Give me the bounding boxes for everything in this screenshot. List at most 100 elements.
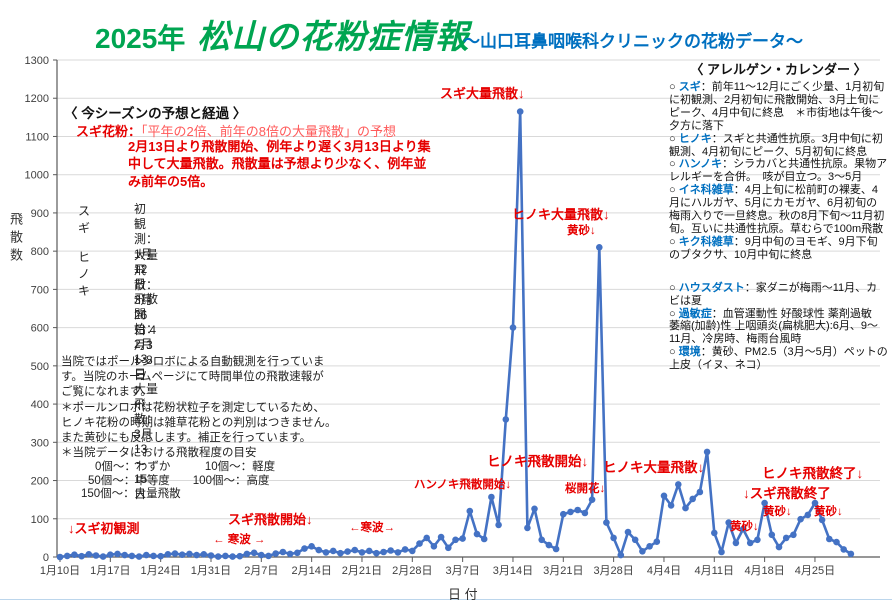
data-point bbox=[308, 543, 315, 550]
data-point bbox=[746, 539, 754, 547]
allergen-description: ：黄砂、PM2.5（3月～5月）ペットの上皮（イヌ、ネコ） bbox=[669, 346, 888, 372]
x-tick-label: 1月24日 bbox=[140, 565, 180, 577]
season-forecast-text: 「平年の2倍、前年の8倍の大量飛散」の予想 bbox=[141, 124, 396, 139]
method-notes: 当院ではポールンロボによる自動観測を行っていま す。当院のホームページにて時間単… bbox=[61, 355, 337, 502]
season-body-line: 2月13日より飛散開始、例年より遅く3月13日より集 bbox=[128, 139, 431, 154]
data-point bbox=[538, 536, 545, 544]
allergen-name: 環境 bbox=[678, 346, 701, 359]
method-line: ヒノキ花粉の時期は雑草花粉との判別はつきません。 bbox=[61, 416, 337, 429]
data-point bbox=[696, 488, 704, 496]
y-tick-label: 800 bbox=[31, 246, 49, 258]
data-point bbox=[617, 551, 625, 559]
title-main: 松山の花粉症情報 bbox=[197, 18, 470, 55]
x-tick-label: 2月14日 bbox=[291, 565, 331, 577]
obs-line: 飛散開始：2月13日 bbox=[134, 292, 159, 381]
data-point bbox=[229, 553, 236, 560]
data-point bbox=[826, 535, 833, 543]
data-point bbox=[797, 515, 804, 523]
data-point bbox=[488, 493, 495, 501]
data-point bbox=[840, 546, 847, 553]
data-point bbox=[624, 528, 632, 536]
data-point bbox=[121, 551, 128, 559]
method-line: す。当院のホームページにて時間単位の飛散速報が bbox=[61, 371, 324, 384]
data-point bbox=[222, 552, 229, 560]
data-point bbox=[588, 496, 596, 504]
data-point bbox=[178, 551, 186, 558]
chart-annotation: スギ大量飛散↓ bbox=[440, 86, 525, 101]
data-point bbox=[437, 533, 445, 541]
season-progress-text: 2月13日より飛散開始、例年より遅く3月13日より集 中して大量飛散。飛散量は予… bbox=[128, 138, 431, 190]
season-heading: 〈 今シーズンの予想と経過 〉 bbox=[64, 106, 247, 121]
data-point bbox=[207, 552, 215, 559]
entry-bullet: ○ bbox=[669, 307, 679, 320]
data-point bbox=[445, 544, 452, 552]
y-tick-label: 1200 bbox=[25, 93, 49, 105]
data-point bbox=[516, 108, 524, 115]
data-point bbox=[531, 505, 538, 513]
data-point bbox=[250, 549, 258, 557]
entry-bullet: ○ bbox=[669, 235, 679, 248]
chart-annotation: 黄砂↓ bbox=[730, 521, 759, 533]
x-tick-label: 1月10日 bbox=[40, 565, 80, 577]
chart-annotation: ハンノキ飛散開始↓ bbox=[414, 479, 512, 491]
allergen-calendar-entries: ○ スギ：前年11～12月にごく少量、1月初旬に初観測、2月初旬に飛散開始、3月… bbox=[669, 81, 888, 372]
data-point bbox=[452, 536, 459, 544]
data-point bbox=[315, 546, 323, 554]
data-point bbox=[171, 550, 179, 557]
data-point bbox=[279, 548, 287, 556]
data-point bbox=[416, 540, 423, 547]
allergen-calendar: 〈 アレルゲン・カレンダー 〉 ○ スギ：前年11～12月にごく少量、1月初旬に… bbox=[669, 59, 888, 372]
data-point bbox=[358, 549, 366, 556]
chart-annotation: ヒノキ大量飛散↓ bbox=[603, 460, 705, 475]
allergen-name: ハンノキ bbox=[678, 158, 723, 171]
data-point bbox=[675, 481, 682, 488]
allergen-name: イネ科雑草 bbox=[678, 184, 734, 197]
data-point bbox=[639, 548, 646, 555]
data-point bbox=[56, 553, 64, 561]
entry-bullet: ○ bbox=[669, 81, 679, 93]
data-point bbox=[157, 552, 164, 560]
allergen-entry: ○ ヒノキ：スギと共通性抗原。3月中旬に初観測、4月初旬にピーク、5月初旬に終息 bbox=[669, 133, 888, 159]
data-point bbox=[560, 510, 567, 518]
method-line: 当院ではポールンロボによる自動観測を行っていま bbox=[61, 356, 325, 368]
data-point bbox=[811, 499, 819, 507]
data-point bbox=[761, 499, 768, 507]
data-point bbox=[718, 548, 725, 556]
data-point bbox=[502, 416, 510, 423]
title-year: 2025年 bbox=[95, 23, 186, 54]
chart-annotation: ←寒波→ bbox=[349, 522, 395, 534]
data-point bbox=[804, 511, 812, 519]
data-point bbox=[545, 541, 553, 549]
species-label-sugi: スギ bbox=[78, 204, 91, 235]
allergen-entry: ○ キク科雑草：9月中旬のヨモギ、9月下旬のブタクサ、10月中旬に終息 bbox=[669, 236, 888, 262]
data-point bbox=[150, 552, 157, 560]
data-point bbox=[92, 552, 100, 559]
guideline-line: 150個～：大量飛散 bbox=[81, 488, 181, 501]
allergen-description: ：4月上旬に松前町の裸麦、4月にハルガヤ、5月にカモガヤ、6月初旬の梅雨入りで一… bbox=[669, 184, 885, 235]
obs-line: 初 観 測：1月12日 bbox=[134, 202, 159, 291]
allergen-name: ハウスダスト bbox=[678, 281, 745, 294]
x-axis-title: 日 付 bbox=[448, 587, 478, 602]
season-body-line: み前年の5倍。 bbox=[128, 173, 214, 189]
entry-bullet: ○ bbox=[669, 158, 679, 171]
season-body-line: 中して大量飛散。飛散量は予想より少なく、例年並 bbox=[128, 156, 427, 172]
chart-annotation: ↓スギ初観測 bbox=[68, 521, 140, 536]
window-bottom-border bbox=[0, 599, 892, 600]
data-point bbox=[689, 495, 696, 503]
allergen-entry: ○ ハンノキ：シラカバと共通性抗原。果物アレルギーを合併。 咳が目立つ。3～5月 bbox=[669, 158, 888, 184]
x-tick-label: 3月28日 bbox=[593, 565, 633, 577]
chart-annotation: ↓スギ飛散終了 bbox=[743, 486, 831, 501]
y-tick-label: 1000 bbox=[25, 170, 49, 182]
data-point bbox=[703, 448, 711, 456]
y-tick-label: 300 bbox=[31, 437, 49, 449]
entry-bullet: ○ bbox=[669, 132, 679, 145]
data-point bbox=[107, 551, 114, 558]
data-point bbox=[380, 548, 387, 556]
data-point bbox=[99, 553, 107, 560]
x-tick-label: 3月14日 bbox=[493, 565, 533, 577]
data-point bbox=[351, 546, 359, 554]
y-tick-label: 1100 bbox=[25, 131, 49, 143]
chart-annotation: ヒノキ飛散終了↓ bbox=[762, 466, 864, 481]
y-axis-title: 飛散数 bbox=[8, 212, 23, 266]
